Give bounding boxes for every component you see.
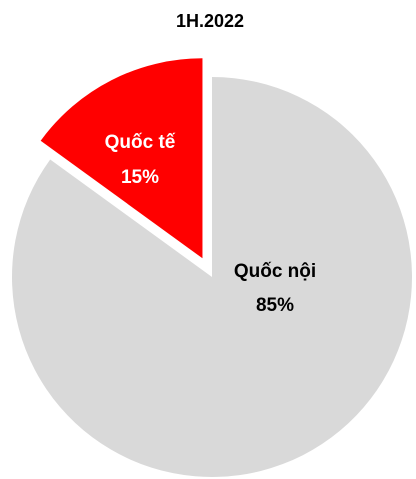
slice-value-label: 85% — [256, 295, 294, 316]
slice-label: Quốc tế — [105, 132, 176, 153]
pie-slice — [11, 77, 412, 477]
slice-label: Quốc nội — [234, 261, 316, 282]
pie-slice — [40, 58, 203, 259]
slice-value-label: 15% — [121, 167, 159, 188]
chart-title: 1H.2022 — [176, 11, 244, 31]
